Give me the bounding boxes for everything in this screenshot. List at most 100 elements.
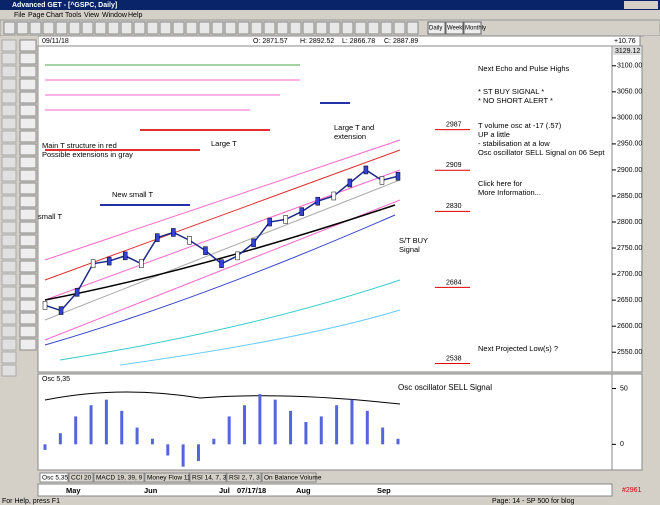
tab[interactable]: [68, 472, 94, 483]
side-button[interactable]: [19, 286, 37, 299]
tool-button[interactable]: [250, 21, 263, 35]
annotation[interactable]: Click here for: [478, 179, 523, 188]
side-button[interactable]: [19, 273, 37, 286]
side-button[interactable]: [19, 247, 37, 260]
side-button[interactable]: [19, 169, 37, 182]
side-button[interactable]: [19, 52, 37, 65]
tool-button[interactable]: [29, 21, 42, 35]
side-button[interactable]: [19, 78, 37, 91]
tool-button[interactable]: [289, 21, 302, 35]
side-icon[interactable]: [1, 52, 17, 65]
side-button[interactable]: [19, 130, 37, 143]
menu-item[interactable]: File: [14, 12, 25, 19]
tab-label[interactable]: MACD 19, 39, 9: [96, 475, 143, 482]
tool-button[interactable]: [172, 21, 185, 35]
tool-button[interactable]: [159, 21, 172, 35]
menu-item[interactable]: Page: [28, 12, 44, 19]
menu-item[interactable]: View: [84, 12, 100, 19]
side-button[interactable]: [19, 195, 37, 208]
timeframe-button[interactable]: [445, 21, 464, 35]
tool-button[interactable]: [328, 21, 341, 35]
side-icon[interactable]: [1, 78, 17, 91]
tool-button[interactable]: [393, 21, 406, 35]
side-icon[interactable]: [1, 299, 17, 312]
side-button[interactable]: [19, 325, 37, 338]
tool-button[interactable]: [276, 21, 289, 35]
window-controls[interactable]: [624, 1, 658, 9]
tool-button[interactable]: [120, 21, 133, 35]
tab[interactable]: [144, 472, 190, 483]
side-icon[interactable]: [1, 130, 17, 143]
side-button[interactable]: [19, 182, 37, 195]
menu-item[interactable]: Window: [102, 12, 128, 19]
tab[interactable]: [226, 472, 262, 483]
tab-label[interactable]: Osc 5,35: [42, 475, 68, 482]
side-icon[interactable]: [1, 221, 17, 234]
side-icon[interactable]: [1, 117, 17, 130]
side-button[interactable]: [19, 39, 37, 52]
side-icon[interactable]: [1, 325, 17, 338]
tool-button[interactable]: [354, 21, 367, 35]
side-icon[interactable]: [1, 273, 17, 286]
tool-button[interactable]: [380, 21, 393, 35]
tool-button[interactable]: [107, 21, 120, 35]
timeframe-label[interactable]: Weekly: [447, 26, 467, 32]
timeframe-label[interactable]: Monthly: [465, 26, 486, 32]
side-button[interactable]: [19, 338, 37, 351]
side-icon[interactable]: [1, 195, 17, 208]
tab[interactable]: [261, 472, 317, 483]
tool-button[interactable]: [133, 21, 146, 35]
side-icon[interactable]: [1, 286, 17, 299]
side-button[interactable]: [19, 234, 37, 247]
tool-button[interactable]: [94, 21, 107, 35]
menu-item[interactable]: Help: [128, 12, 143, 19]
side-button[interactable]: [19, 156, 37, 169]
side-icon[interactable]: [1, 143, 17, 156]
tool-button[interactable]: [146, 21, 159, 35]
tool-button[interactable]: [81, 21, 94, 35]
side-icon[interactable]: [1, 91, 17, 104]
tool-button[interactable]: [42, 21, 55, 35]
tool-button[interactable]: [211, 21, 224, 35]
side-icon[interactable]: [1, 65, 17, 78]
tab[interactable]: [93, 472, 145, 483]
side-icon[interactable]: [1, 104, 17, 117]
side-icon[interactable]: [1, 338, 17, 351]
tool-button[interactable]: [185, 21, 198, 35]
side-button[interactable]: [19, 91, 37, 104]
menu-item[interactable]: Chart: [46, 12, 63, 19]
tool-button[interactable]: [302, 21, 315, 35]
side-button[interactable]: [19, 260, 37, 273]
annotation[interactable]: More Information...: [478, 188, 541, 197]
side-icon[interactable]: [1, 247, 17, 260]
tab-label[interactable]: Money Flow 11: [147, 475, 191, 482]
side-button[interactable]: [19, 208, 37, 221]
tool-button[interactable]: [68, 21, 81, 35]
side-button[interactable]: [19, 221, 37, 234]
side-button[interactable]: [19, 299, 37, 312]
tool-button[interactable]: [263, 21, 276, 35]
tab[interactable]: [39, 472, 69, 483]
side-icon[interactable]: [1, 351, 17, 364]
tool-button[interactable]: [198, 21, 211, 35]
tool-button[interactable]: [16, 21, 29, 35]
tool-button[interactable]: [237, 21, 250, 35]
side-icon[interactable]: [1, 169, 17, 182]
timeframe-label[interactable]: Daily: [429, 26, 442, 32]
tool-button[interactable]: [224, 21, 237, 35]
tab[interactable]: [189, 472, 227, 483]
side-button[interactable]: [19, 312, 37, 325]
tab-label[interactable]: CCI 20: [71, 475, 92, 482]
timeframe-button[interactable]: [427, 21, 446, 35]
side-icon[interactable]: [1, 312, 17, 325]
tool-button[interactable]: [55, 21, 68, 35]
side-button[interactable]: [19, 65, 37, 78]
timeframe-button[interactable]: [463, 21, 482, 35]
side-icon[interactable]: [1, 208, 17, 221]
side-icon[interactable]: [1, 182, 17, 195]
menu-item[interactable]: Tools: [65, 12, 82, 19]
side-icon[interactable]: [1, 234, 17, 247]
side-button[interactable]: [19, 143, 37, 156]
side-icon[interactable]: [1, 364, 17, 377]
tool-button[interactable]: [341, 21, 354, 35]
